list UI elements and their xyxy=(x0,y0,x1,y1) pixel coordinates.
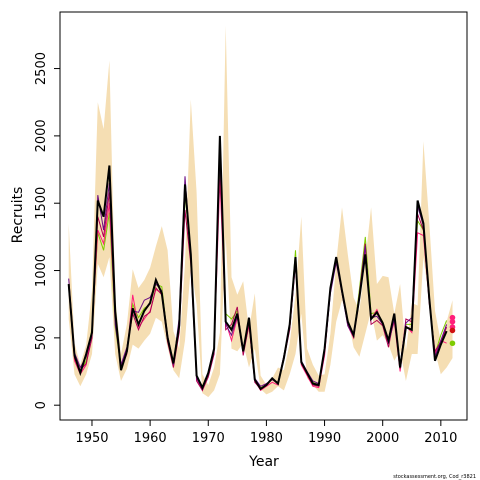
x-tick-label: 1960 xyxy=(134,431,167,446)
x-tick-label: 1990 xyxy=(308,431,341,446)
credit-text: stockassessment.org, Cod_r3821 xyxy=(393,474,476,480)
confidence-band xyxy=(68,25,453,398)
endpoint-marker-1 xyxy=(449,314,456,321)
x-tick-label: 2010 xyxy=(424,431,457,446)
y-tick-label: 2000 xyxy=(34,119,49,152)
x-axis: 1950 1960 1970 1980 1990 2000 2010 xyxy=(75,419,457,446)
y-tick-label: 500 xyxy=(34,325,49,350)
x-tick-label: 1980 xyxy=(250,431,283,446)
y-axis: 0 500 1000 1500 2000 2500 xyxy=(34,52,61,409)
y-tick-label: 1000 xyxy=(34,254,49,287)
y-axis-title: Recruits xyxy=(10,187,26,244)
endpoint-marker-4 xyxy=(449,327,456,334)
x-axis-title: Year xyxy=(248,454,279,470)
endpoint-marker-5 xyxy=(449,340,456,347)
y-tick-label: 2500 xyxy=(34,52,49,85)
main-series-line xyxy=(67,135,448,391)
plot-area xyxy=(67,25,456,398)
y-tick-label: 1500 xyxy=(34,187,49,220)
x-tick-label: 1970 xyxy=(192,431,225,446)
endpoint-marker-2 xyxy=(449,318,456,325)
x-tick-label: 2000 xyxy=(366,431,399,446)
x-tick-label: 1950 xyxy=(75,431,108,446)
y-tick-label: 0 xyxy=(34,401,49,409)
